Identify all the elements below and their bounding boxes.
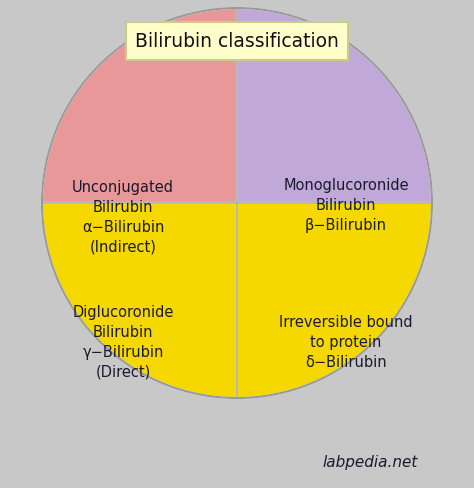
Wedge shape <box>42 9 237 203</box>
Wedge shape <box>237 203 432 398</box>
Text: Bilirubin classification: Bilirubin classification <box>135 32 339 51</box>
Text: Unconjugated
Bilirubin
α−Bilirubin
(Indirect): Unconjugated Bilirubin α−Bilirubin (Indi… <box>72 180 174 254</box>
Wedge shape <box>42 203 237 398</box>
Text: Monoglucoronide
Bilirubin
β−Bilirubin: Monoglucoronide Bilirubin β−Bilirubin <box>283 178 409 232</box>
Wedge shape <box>237 9 432 203</box>
Text: Diglucoronide
Bilirubin
γ−Bilirubin
(Direct): Diglucoronide Bilirubin γ−Bilirubin (Dir… <box>73 305 174 379</box>
Text: Irreversible bound
to protein
δ−Bilirubin: Irreversible bound to protein δ−Bilirubi… <box>279 314 413 369</box>
Text: labpedia.net: labpedia.net <box>322 454 418 468</box>
